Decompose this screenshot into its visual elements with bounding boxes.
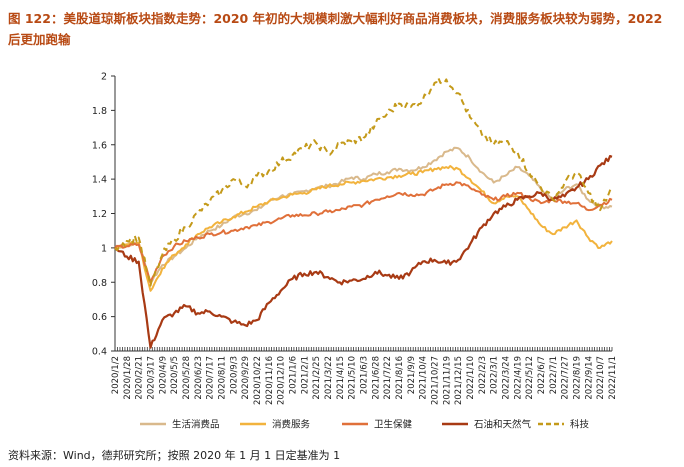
x-tick-label: 2022/6/7 — [537, 356, 547, 394]
x-tick-label: 2021/6/3 — [360, 356, 370, 394]
series-line-0 — [114, 146, 613, 284]
x-tick-label: 2021/2/1 — [300, 356, 310, 394]
x-tick-label: 2020/4/9 — [158, 356, 168, 394]
x-tick-label: 2020/9/3 — [229, 356, 239, 394]
x-tick-label: 2022/3/24 — [502, 356, 512, 400]
x-tick-label: 2021/7/22 — [383, 356, 393, 400]
x-tick-label: 2021/10/4 — [419, 356, 429, 400]
x-tick-label: 2022/9/14 — [584, 356, 594, 400]
x-tick-label: 2021/12/15 — [454, 356, 464, 405]
source-note: 资料来源：Wind，德邦研究所；按照 2020 年 1 月 1 日定基准为 1 — [8, 449, 341, 462]
legend-label-3: 石油和天然气 — [474, 419, 532, 431]
x-tick-label: 2021/5/10 — [348, 356, 358, 400]
x-tick-label: 2020/1/2 — [111, 356, 121, 394]
x-tick-label: 2021/3/22 — [324, 356, 334, 400]
y-tick-label: 1.4 — [92, 175, 107, 186]
line-chart: 0.4 0.6 0.8 1 1.2 1.4 1.6 1.8 2 2020/1/2 2020/1/2… — [92, 72, 618, 431]
x-tick-label: 2022/7/27 — [561, 356, 571, 400]
y-tick-label: 1.8 — [92, 106, 107, 117]
y-tick-label: 1.2 — [92, 209, 107, 220]
x-tick-label: 2020/2/21 — [135, 356, 145, 400]
x-tick-label: 2022/10/7 — [596, 356, 606, 400]
x-tick-label: 2021/4/15 — [336, 356, 346, 400]
x-tick-label: 2020/8/11 — [218, 356, 228, 400]
series-lines — [114, 77, 613, 349]
y-tick-label: 0.6 — [92, 312, 107, 323]
x-tick-label: 2021/2/25 — [312, 356, 322, 400]
series-line-4 — [114, 77, 613, 287]
legend-label-4: 科技 — [570, 419, 590, 431]
x-tick-label: 2020/12/10 — [277, 356, 287, 405]
chart-title: 图 122：美股道琼斯板块指数走势：2020 年初的大规模刺激大幅利好商品消费板… — [8, 11, 663, 47]
y-tick-label: 0.8 — [92, 278, 107, 289]
x-tick-label: 2022/5/12 — [525, 356, 535, 400]
x-tick-label: 2020/11/16 — [265, 356, 275, 405]
y-tick-label: 0.4 — [92, 347, 107, 358]
series-line-2 — [114, 181, 613, 284]
x-tick-label: 2020/1/28 — [123, 356, 133, 400]
x-tick-label: 2021/8/16 — [395, 356, 405, 400]
series-line-3 — [114, 154, 613, 349]
x-tick-label: 2020/7/17 — [206, 356, 216, 400]
x-tick-label: 2022/8/19 — [573, 356, 583, 400]
legend-label-1: 消费服务 — [272, 419, 311, 431]
x-tick-label: 2020/10/22 — [253, 356, 263, 405]
x-tick-label: 2020/6/23 — [194, 356, 204, 400]
x-tick-label: 2022/4/19 — [513, 356, 523, 400]
y-tick-label: 1.6 — [92, 140, 107, 151]
x-tick-label: 2021/11/19 — [442, 356, 452, 405]
x-tick-label: 2020/9/29 — [241, 356, 251, 400]
x-axis: 2020/1/2 2020/1/28 2020/2/21 2020/3/17 2020/… — [111, 347, 618, 405]
legend-label-2: 卫生保健 — [374, 419, 413, 431]
x-tick-label: 2022/2/3 — [478, 356, 488, 394]
y-axis: 0.4 0.6 0.8 1 1.2 1.4 1.6 1.8 2 — [92, 72, 116, 358]
y-tick-label: 1 — [101, 243, 107, 254]
y-tick-label: 2 — [101, 72, 107, 83]
x-tick-label: 2022/1/10 — [466, 356, 476, 400]
x-tick-label: 2022/7/1 — [549, 356, 559, 394]
x-tick-label: 2020/5/5 — [170, 356, 180, 394]
x-tick-label: 2021/10/27 — [431, 356, 441, 405]
x-tick-label: 2021/9/9 — [407, 356, 417, 394]
x-tick-label: 2020/3/17 — [147, 356, 157, 400]
x-tick-label: 2020/5/28 — [182, 356, 192, 400]
x-tick-label: 2021/1/6 — [289, 356, 299, 394]
x-tick-label: 2022/11/1 — [608, 356, 618, 400]
legend: 生活消费品 消费服务 卫生保健 石油和天然气 科技 — [140, 419, 590, 431]
series-line-1 — [114, 165, 613, 292]
x-tick-label: 2021/6/28 — [371, 356, 381, 400]
legend-label-0: 生活消费品 — [172, 419, 220, 431]
x-tick-label: 2022/3/1 — [490, 356, 500, 394]
